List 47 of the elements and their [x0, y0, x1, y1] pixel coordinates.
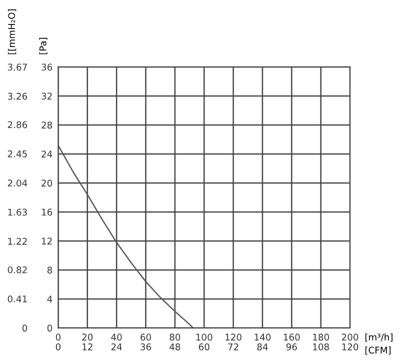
y2-tick-label: 2.04 [8, 180, 28, 187]
y-tick-label: 8 [47, 266, 52, 274]
y2-tick-label: 0 [22, 324, 28, 332]
x-tick-label: 160 [284, 334, 300, 341]
y-tick-label: 12 [42, 238, 52, 244]
x2-tick-label: 36 [140, 343, 151, 350]
y-tick-label: 16 [42, 208, 52, 216]
y-tick-label: 28 [42, 122, 52, 129]
y-tick-label: 4 [47, 296, 52, 302]
x2-tick-label: 24 [111, 343, 122, 350]
y2-axis-title: [[mmH₂O] [8, 9, 16, 54]
y2-tick-label: 3.67 [8, 64, 27, 71]
x2-tick-label: 72 [228, 343, 238, 350]
x-tick-label: 180 [313, 334, 329, 341]
x-tick-label: 200 [342, 334, 358, 341]
x-tick-label: 140 [254, 334, 271, 341]
x-tick-label: 80 [170, 334, 180, 341]
x2-axis-title: [CFM] [365, 346, 391, 355]
y2-tick-label: 2.45 [8, 150, 27, 158]
x-tick-label: 40 [111, 334, 122, 341]
y2-tick-label: 0.41 [8, 295, 27, 302]
line-series [58, 144, 194, 328]
x2-tick-label: 84 [257, 343, 268, 350]
x-tick-label: 0 [56, 334, 61, 341]
y-tick-label: 36 [42, 64, 52, 71]
x2-tick-label: 48 [170, 343, 180, 350]
y-tick-label: 32 [42, 92, 52, 100]
x2-tick-label: 120 [342, 343, 358, 350]
y2-tick-label: 0.82 [8, 266, 27, 274]
y-tick-label: 20 [42, 180, 52, 187]
x-tick-label: 20 [82, 334, 93, 341]
x-tick-label: 100 [196, 334, 212, 341]
y2-tick-label: 1.63 [8, 208, 27, 216]
x2-tick-label: 108 [313, 343, 329, 350]
x-tick-label: 60 [140, 334, 151, 341]
y-tick-label: 24 [42, 150, 52, 158]
y2-tick-label: 2.86 [8, 121, 28, 128]
x-tick-label: 120 [226, 334, 242, 341]
y2-tick-label: 1.22 [8, 238, 27, 245]
y-tick-label: 0 [47, 324, 52, 332]
y-axis-title: [Pa] [39, 38, 48, 54]
x2-tick-label: 96 [286, 343, 297, 350]
y2-tick-label: 3.26 [8, 92, 28, 100]
x2-tick-label: 12 [82, 343, 92, 350]
x2-tick-label: 60 [198, 343, 210, 350]
x-axis-title: [m³/h] [365, 333, 392, 342]
x2-tick-label: 0 [56, 343, 61, 350]
